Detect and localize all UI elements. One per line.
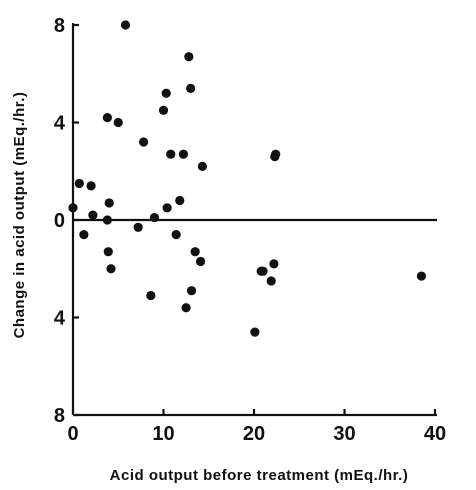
data-point	[138, 137, 149, 147]
data-point	[104, 198, 114, 208]
data-point	[79, 230, 89, 240]
data-point	[146, 290, 156, 301]
data-point	[171, 230, 181, 240]
data-point	[102, 215, 112, 225]
data-point	[86, 181, 96, 191]
data-point	[161, 88, 171, 98]
data-point	[258, 266, 268, 276]
tick-marks	[71, 23, 437, 417]
data-point	[266, 276, 276, 286]
x-tick-label: 0	[67, 423, 78, 445]
x-tick-label: 10	[152, 423, 174, 445]
y-tick-label: 4	[54, 113, 66, 135]
data-point	[190, 247, 200, 257]
y-tick-label: 4	[54, 308, 66, 330]
data-point	[113, 117, 123, 128]
x-tick-label: 30	[333, 423, 355, 445]
y-tick-label: 8	[54, 15, 65, 37]
data-point	[149, 212, 160, 223]
data-point	[175, 195, 185, 206]
x-tick-label: 20	[243, 423, 265, 445]
data-point	[120, 20, 131, 30]
data-point	[103, 247, 113, 257]
data-point	[74, 178, 84, 189]
data-point	[196, 256, 206, 267]
data-point	[162, 203, 172, 213]
data-point	[181, 303, 191, 313]
data-point	[166, 149, 176, 159]
data-point	[102, 113, 112, 123]
data-point	[88, 210, 98, 220]
axes	[71, 23, 437, 417]
data-point	[133, 222, 143, 232]
data-point	[158, 105, 169, 115]
data-point	[186, 286, 197, 296]
data-point	[184, 52, 194, 62]
data-point	[68, 203, 78, 213]
data-point	[250, 327, 260, 337]
data-point	[178, 149, 189, 159]
data-point	[106, 264, 116, 274]
y-tick-label: 0	[54, 210, 65, 232]
data-point	[197, 161, 208, 171]
data-point	[186, 83, 196, 93]
x-axis-title: Acid output before treatment (mEq./hr.)	[110, 467, 409, 484]
data-points	[68, 20, 427, 337]
y-axis-title: Change in acid output (mEq./hr.)	[11, 92, 28, 339]
data-point	[416, 271, 427, 281]
y-tick-label: 8	[54, 405, 65, 427]
data-point	[271, 149, 281, 159]
data-point	[269, 259, 279, 269]
x-tick-label: 40	[424, 423, 446, 445]
